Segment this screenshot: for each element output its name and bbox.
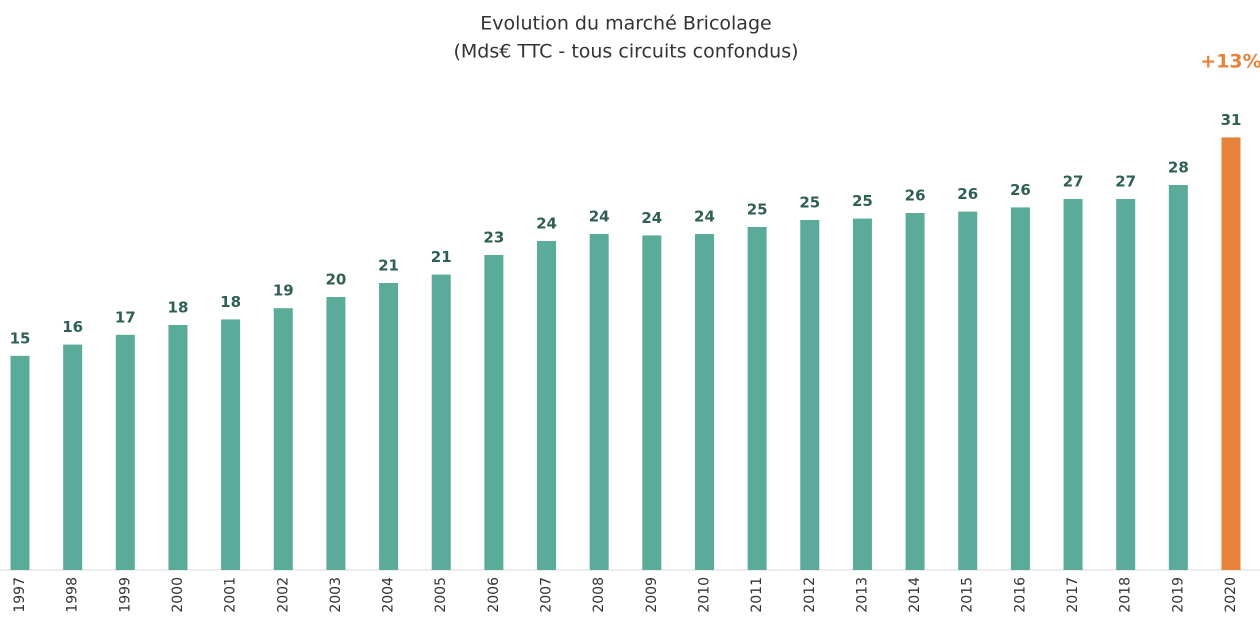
bar [431, 274, 451, 570]
bar [537, 241, 557, 570]
value-label: 18 [220, 293, 241, 311]
bar [747, 227, 767, 570]
x-tick-label: 2017 [1065, 577, 1081, 613]
bar [1063, 199, 1083, 570]
value-label: 25 [852, 192, 873, 210]
bar [958, 211, 978, 570]
bar [1010, 207, 1030, 570]
value-label: 27 [1115, 173, 1136, 191]
value-label: 24 [641, 209, 662, 227]
x-tick-label: 1997 [12, 577, 28, 613]
x-tick-label: 2016 [1012, 577, 1028, 613]
bar [168, 325, 188, 570]
bar [1116, 199, 1136, 570]
x-tick-label: 1999 [117, 577, 133, 613]
bar [1221, 137, 1241, 570]
value-label: 15 [10, 329, 31, 347]
x-tick-label: 2007 [539, 577, 555, 613]
value-label: 25 [799, 194, 820, 212]
bar [63, 344, 83, 570]
bar [1168, 185, 1188, 570]
value-label: 26 [957, 185, 978, 203]
x-tick-label: 2002 [275, 577, 291, 613]
annotation: +13% [1200, 51, 1260, 73]
value-label: 28 [1168, 159, 1189, 177]
chart-subtitle: (Mds€ TTC - tous circuits confondus) [453, 41, 798, 63]
value-label: 21 [378, 257, 399, 275]
value-label: 26 [1010, 181, 1031, 199]
value-label: 25 [747, 201, 768, 219]
x-tick-label: 2008 [591, 577, 607, 613]
x-tick-label: 2014 [907, 577, 923, 613]
bar [379, 283, 399, 570]
bar [852, 218, 872, 570]
value-label: 18 [168, 299, 189, 317]
x-tick-label: 2012 [802, 577, 818, 613]
x-tick-label: 2003 [328, 577, 344, 613]
value-label: 20 [325, 271, 346, 289]
value-label: 24 [589, 208, 610, 226]
value-label: 19 [273, 282, 294, 300]
bar [694, 234, 714, 570]
x-tick-label: 2013 [854, 577, 870, 613]
value-label: 31 [1221, 111, 1242, 129]
bar [484, 255, 504, 570]
bar [589, 234, 609, 570]
value-label: 21 [431, 248, 452, 266]
bar [115, 334, 135, 570]
value-label: 24 [536, 215, 557, 233]
bar [273, 308, 293, 570]
x-tick-label: 2001 [223, 577, 239, 613]
value-label: 27 [1063, 173, 1084, 191]
bar [800, 220, 820, 570]
x-tick-label: 2015 [960, 577, 976, 613]
x-tick-label: 2006 [486, 577, 502, 613]
x-tick-label: 2009 [644, 577, 660, 613]
x-tick-label: 2010 [696, 577, 712, 613]
value-label: 17 [115, 308, 136, 326]
bar [905, 213, 925, 570]
bar [326, 297, 346, 570]
bar [221, 319, 241, 570]
value-label: 26 [905, 187, 926, 205]
x-tick-label: 2004 [381, 577, 397, 613]
value-label: 23 [483, 229, 504, 247]
x-tick-label: 2000 [170, 577, 186, 613]
x-tick-label: 2011 [749, 577, 765, 613]
chart-title: Evolution du marché Bricolage [480, 13, 771, 35]
x-tick-label: 2018 [1118, 577, 1134, 613]
value-label: 16 [62, 318, 83, 336]
bar [10, 355, 30, 570]
value-label: 24 [694, 208, 715, 226]
x-tick-label: 2005 [433, 577, 449, 613]
x-tick-label: 1998 [65, 577, 81, 613]
x-tick-label: 2020 [1223, 577, 1239, 613]
bar [642, 235, 662, 570]
x-tick-label: 2019 [1170, 577, 1186, 613]
